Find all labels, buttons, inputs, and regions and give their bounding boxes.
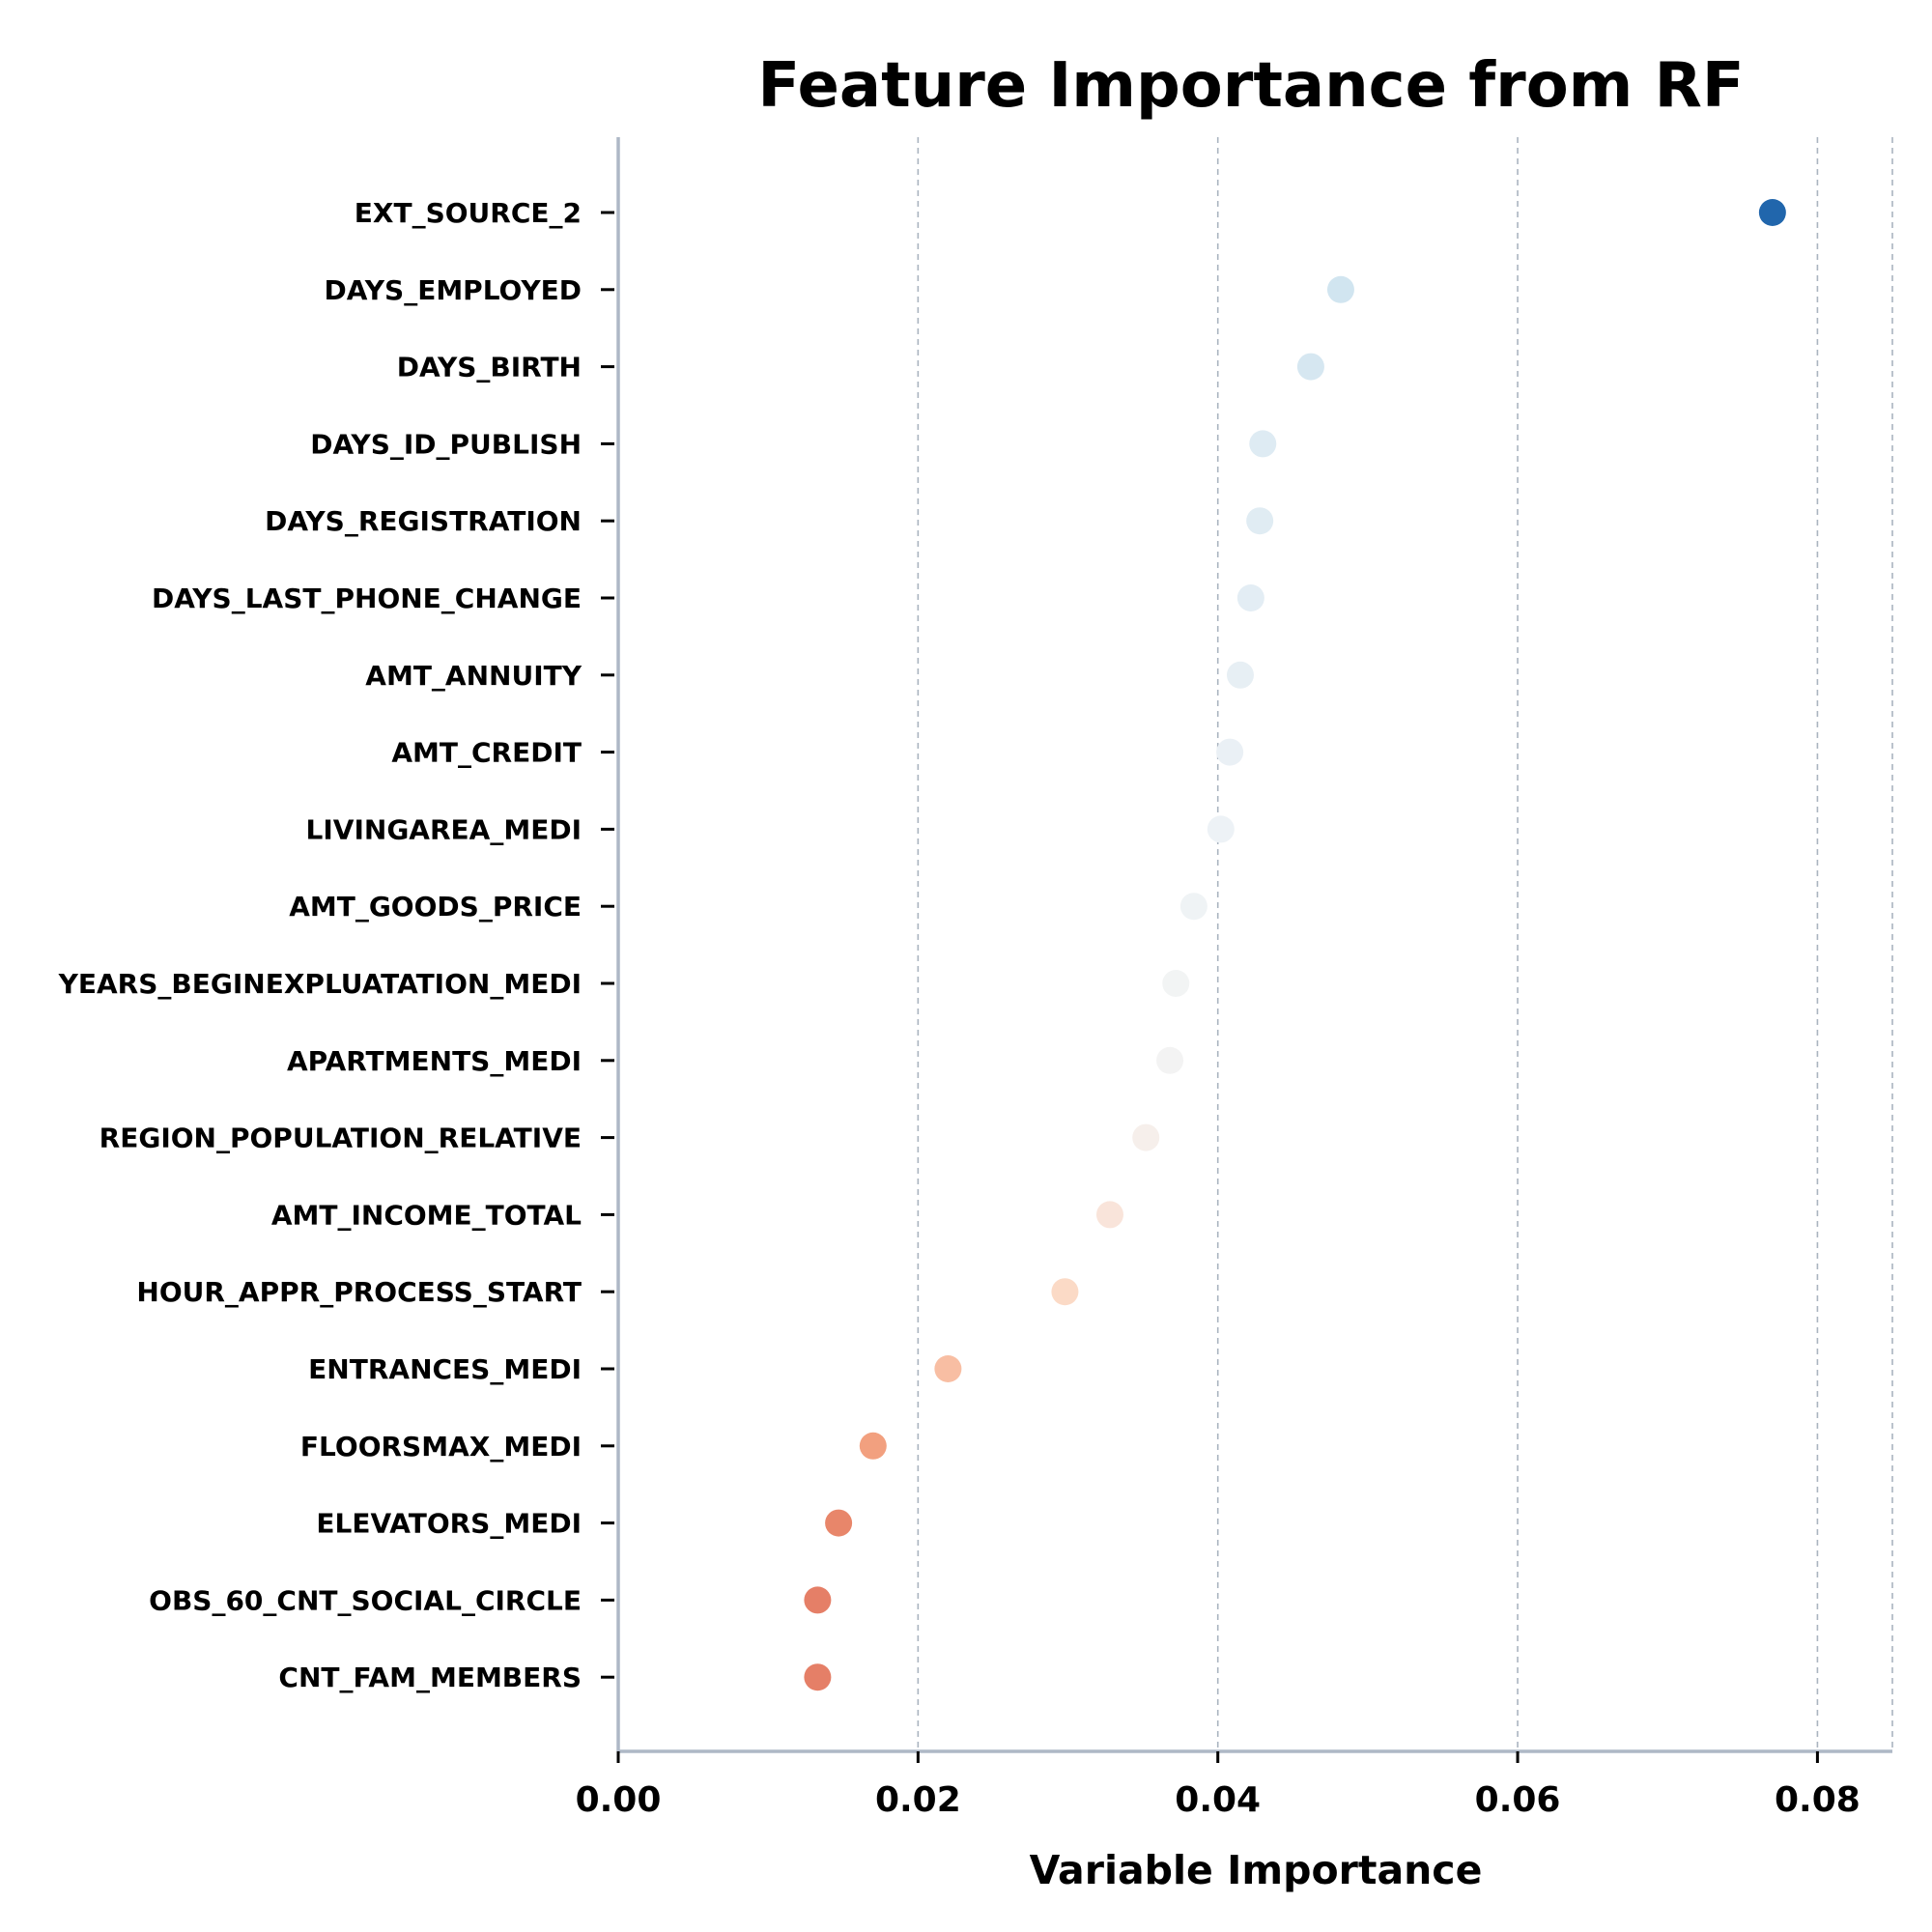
y-tick-label: AMT_CREDIT [391,737,582,769]
grid-layer [917,137,1893,1751]
axes-spines [616,137,1892,1753]
chart-title: Feature Importance from RF [757,50,1744,122]
importance-point [1179,893,1208,921]
data-points [804,199,1786,1691]
x-tick-label: 0.00 [576,1780,662,1820]
y-tick-label: YEARS_BEGINEXPLUATATION_MEDI [58,968,582,1000]
y-tick-label: CNT_FAM_MEMBERS [278,1662,582,1693]
x-tick-label: 0.04 [1175,1780,1261,1820]
importance-point [1249,430,1277,458]
importance-point [1162,970,1190,997]
importance-point [1095,1201,1123,1229]
importance-point [1758,199,1786,226]
y-tick-label: DAYS_EMPLOYED [325,274,582,306]
y-tick-label: AMT_GOODS_PRICE [289,891,582,923]
x-axis-label: Variable Importance [1030,1847,1483,1893]
y-tick-label: AMT_INCOME_TOTAL [271,1199,582,1231]
y-tick-label: ENTRANCES_MEDI [308,1353,582,1385]
y-tick-label: DAYS_LAST_PHONE_CHANGE [152,582,582,614]
importance-point [1216,738,1244,766]
importance-point [1051,1278,1079,1306]
importance-point [1296,353,1324,381]
y-tick-label: REGION_POPULATION_RELATIVE [99,1122,582,1154]
y-tick-label: ELEVATORS_MEDI [316,1508,582,1540]
y-tick-label: EXT_SOURCE_2 [355,197,582,229]
importance-point [1156,1046,1184,1074]
x-tick-label: 0.08 [1775,1780,1861,1820]
x-tick-label: 0.02 [875,1780,961,1820]
y-tick-label: FLOORSMAX_MEDI [300,1431,582,1463]
importance-point [1326,275,1354,303]
importance-point [859,1432,887,1460]
y-tick-label: APARTMENTS_MEDI [287,1045,582,1077]
importance-point [1236,584,1264,611]
y-tick-label: DAYS_ID_PUBLISH [310,428,582,460]
y-tick-label: DAYS_REGISTRATION [265,505,582,537]
y-tick-label: OBS_60_CNT_SOCIAL_CIRCLE [149,1584,582,1616]
y-ticks: EXT_SOURCE_2 DAYS_EMPLOYED DAYS_BIRTH DAYS_… [58,197,614,1693]
importance-point [804,1586,832,1614]
y-tick-label: DAYS_BIRTH [397,352,582,384]
importance-point [804,1663,832,1691]
importance-point [1246,507,1274,535]
x-tick-label: 0.06 [1475,1780,1561,1820]
importance-point [825,1509,853,1537]
importance-point [1207,815,1235,843]
importance-point [1226,661,1254,689]
y-tick-label: HOUR_APPR_PROCESS_START [136,1276,582,1308]
y-tick-label: LIVINGAREA_MEDI [306,813,582,845]
x-ticks: 0.00 0.02 0.04 0.06 0.08 [576,1751,1861,1820]
importance-point [934,1355,962,1382]
importance-point [1132,1123,1160,1151]
y-tick-label: AMT_ANNUITY [365,660,582,692]
